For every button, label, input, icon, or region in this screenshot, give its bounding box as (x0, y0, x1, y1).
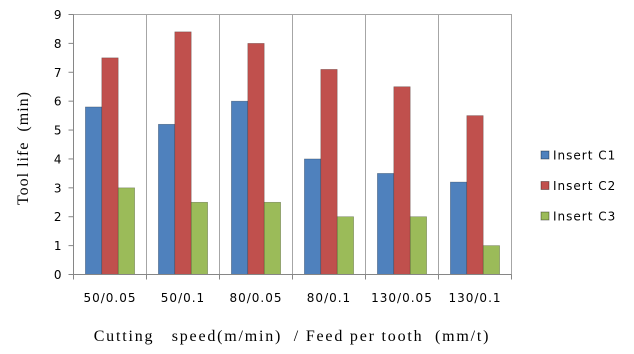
y-tick-label: 7 (54, 66, 63, 80)
bars (85, 31, 500, 275)
y-tick-label: 2 (54, 210, 63, 224)
bar-insert-c1-50-0-1 (158, 123, 176, 275)
x-axis-title: Cutting speed(m/min) / Feed per tooth (m… (94, 328, 491, 345)
x-tick-label: 80/0.1 (307, 291, 351, 305)
bar-insert-c1-130-0-1 (450, 181, 468, 275)
y-tick-label: 3 (54, 181, 63, 195)
bar-insert-c2-50-0-05 (101, 57, 119, 275)
legend-label-insert-c1: Insert C1 (553, 149, 616, 163)
y-tick-label: 5 (54, 124, 63, 138)
legend-swatch-insert-c2 (540, 181, 550, 190)
legend: Insert C1 Insert C2 Insert C3 (540, 149, 616, 224)
axes (68, 14, 512, 280)
legend-item-insert-c2: Insert C2 (540, 179, 616, 193)
bar-insert-c1-80-0-1 (304, 158, 322, 275)
bar-insert-c1-130-0-05 (377, 173, 395, 275)
tick-labels: 0 1 2 3 4 5 6 7 8 9 50/0.05 50/0.1 80/0.05 80/0.1 130/… (54, 8, 501, 305)
x-tick-label: 130/0.1 (448, 291, 501, 305)
bar-insert-c3-80-0-1 (336, 216, 354, 275)
bar-insert-c2-50-0-1 (174, 31, 192, 275)
y-tick-label: 6 (54, 95, 63, 109)
y-axis-title: Tool life (min) (15, 91, 32, 205)
legend-item-insert-c3: Insert C3 (540, 210, 616, 224)
legend-label-insert-c3: Insert C3 (553, 210, 616, 224)
x-tick-label: 50/0.05 (83, 291, 136, 305)
y-tick-label: 9 (54, 8, 63, 22)
legend-swatch-insert-c3 (540, 211, 550, 221)
bar-insert-c2-130-0-1 (466, 115, 484, 275)
bar-insert-c2-80-0-05 (247, 43, 265, 275)
bar-insert-c3-50-0-05 (117, 187, 135, 275)
bar-insert-c2-80-0-1 (320, 69, 338, 275)
y-tick-label: 4 (54, 152, 63, 166)
bar-insert-c1-50-0-05 (85, 106, 103, 275)
bar-insert-c3-80-0-05 (263, 201, 281, 275)
y-tick-label: 0 (54, 268, 63, 282)
x-tick-label: 50/0.1 (161, 291, 205, 305)
legend-label-insert-c2: Insert C2 (553, 179, 616, 193)
bar-insert-c3-50-0-1 (190, 201, 208, 275)
y-tick-label: 1 (54, 239, 63, 253)
bar-insert-c1-80-0-05 (231, 100, 249, 275)
y-tick-label: 8 (54, 37, 63, 51)
bar-insert-c3-130-0-1 (482, 245, 500, 275)
x-tick-label: 80/0.05 (229, 291, 282, 305)
legend-swatch-insert-c1 (540, 150, 550, 160)
bar-insert-c2-130-0-05 (393, 86, 411, 275)
x-tick-label: 130/0.05 (371, 291, 433, 305)
legend-item-insert-c1: Insert C1 (540, 149, 616, 163)
bar-insert-c3-130-0-05 (409, 216, 427, 275)
